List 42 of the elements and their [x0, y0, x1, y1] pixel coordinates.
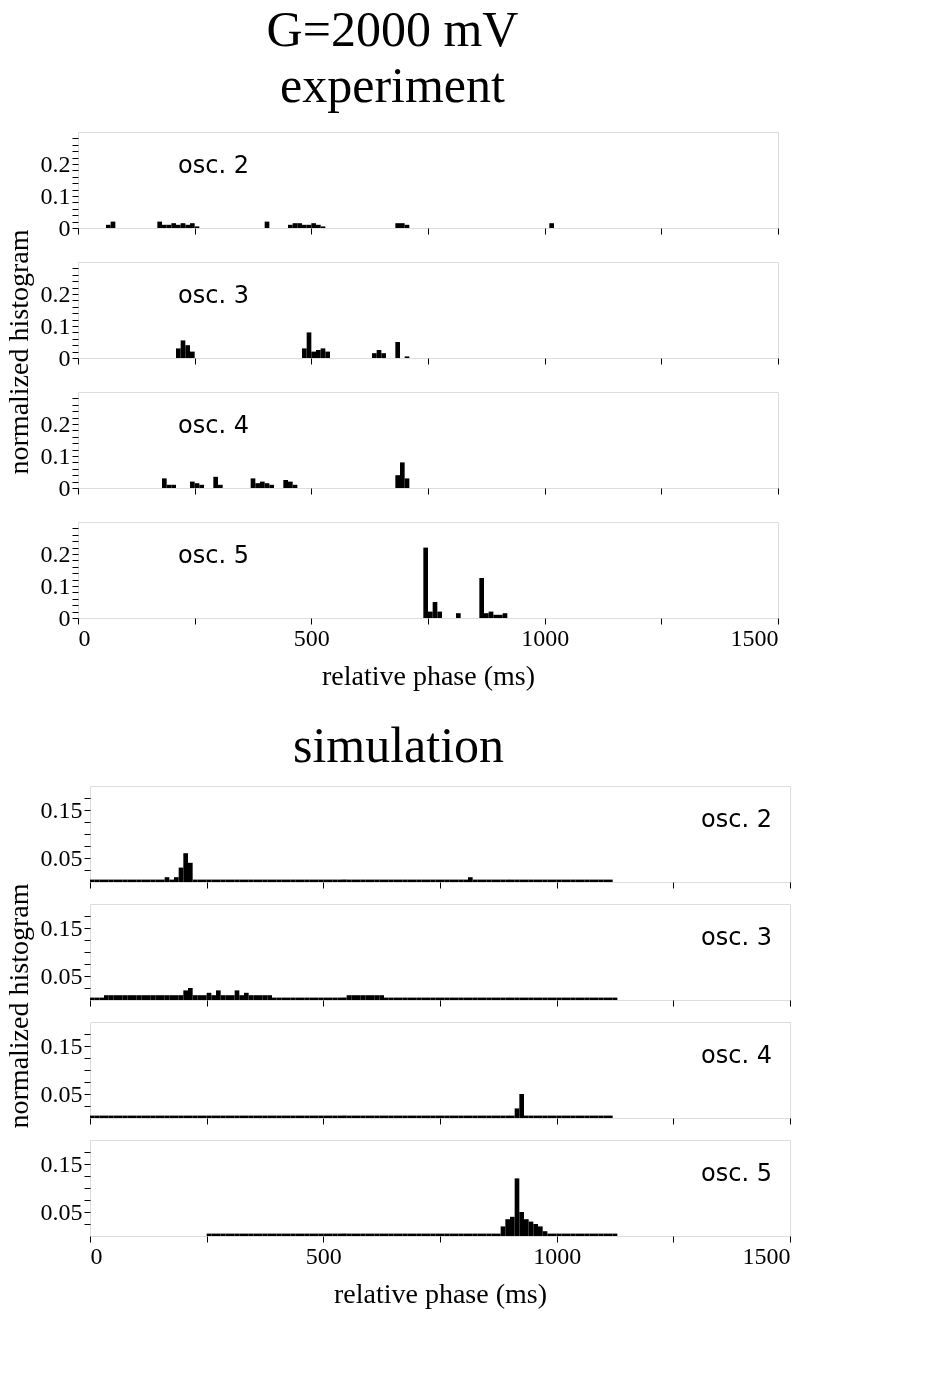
y-tick-label: 0.2 — [40, 150, 71, 177]
y-tick-label: 0.1 — [40, 182, 71, 209]
x-tick-label: 1000 — [521, 624, 570, 651]
y-tick-label: 0.2 — [40, 280, 71, 307]
y-tick-label: 0.1 — [40, 312, 71, 339]
annotation: osc. 3 — [178, 281, 249, 309]
y-tick-label: 0.15 — [40, 914, 83, 941]
y-tick-label: 0 — [58, 604, 71, 631]
y-tick-label: 0.2 — [40, 410, 71, 437]
x-tick-label: 1000 — [533, 1242, 582, 1269]
x-tick-label: 0 — [90, 1242, 103, 1269]
y-tick-label: 0.05 — [40, 962, 83, 989]
x-axis-title: relative phase (ms) — [333, 1277, 548, 1309]
chart-title: G=2000 mV — [266, 0, 519, 57]
y-tick-label: 0.05 — [40, 1198, 83, 1225]
chart-title: simulation — [292, 716, 505, 773]
x-axis-title: relative phase (ms) — [321, 659, 536, 691]
annotation: osc. 2 — [178, 151, 249, 179]
x-tick-label: 500 — [305, 1242, 342, 1269]
annotation: osc. 5 — [178, 541, 249, 569]
annotation: osc. 3 — [701, 923, 772, 951]
x-tick-label: 1500 — [730, 624, 779, 651]
y-tick-label: 0.15 — [40, 1032, 83, 1059]
y-tick-label: 0.05 — [40, 844, 83, 871]
annotation: osc. 5 — [701, 1159, 772, 1187]
annotation: osc. 2 — [701, 805, 772, 833]
annotation: osc. 4 — [701, 1041, 772, 1069]
y-axis-title: normalized histogram — [3, 883, 34, 1129]
y-tick-label: 0 — [58, 474, 71, 501]
annotation: osc. 4 — [178, 411, 249, 439]
y-tick-label: 0.15 — [40, 1150, 83, 1177]
y-tick-label: 0.2 — [40, 540, 71, 567]
y-tick-label: 0.1 — [40, 572, 71, 599]
y-tick-label: 0.05 — [40, 1080, 83, 1107]
y-axis-title: normalized histogram — [3, 229, 34, 475]
y-tick-label: 0.1 — [40, 442, 71, 469]
y-tick-label: 0.15 — [40, 796, 83, 823]
y-tick-label: 0 — [58, 344, 71, 371]
y-tick-label: 0 — [58, 214, 71, 241]
chart-subtitle: experiment — [280, 56, 506, 113]
x-tick-label: 1500 — [742, 1242, 791, 1269]
x-tick-label: 500 — [293, 624, 330, 651]
